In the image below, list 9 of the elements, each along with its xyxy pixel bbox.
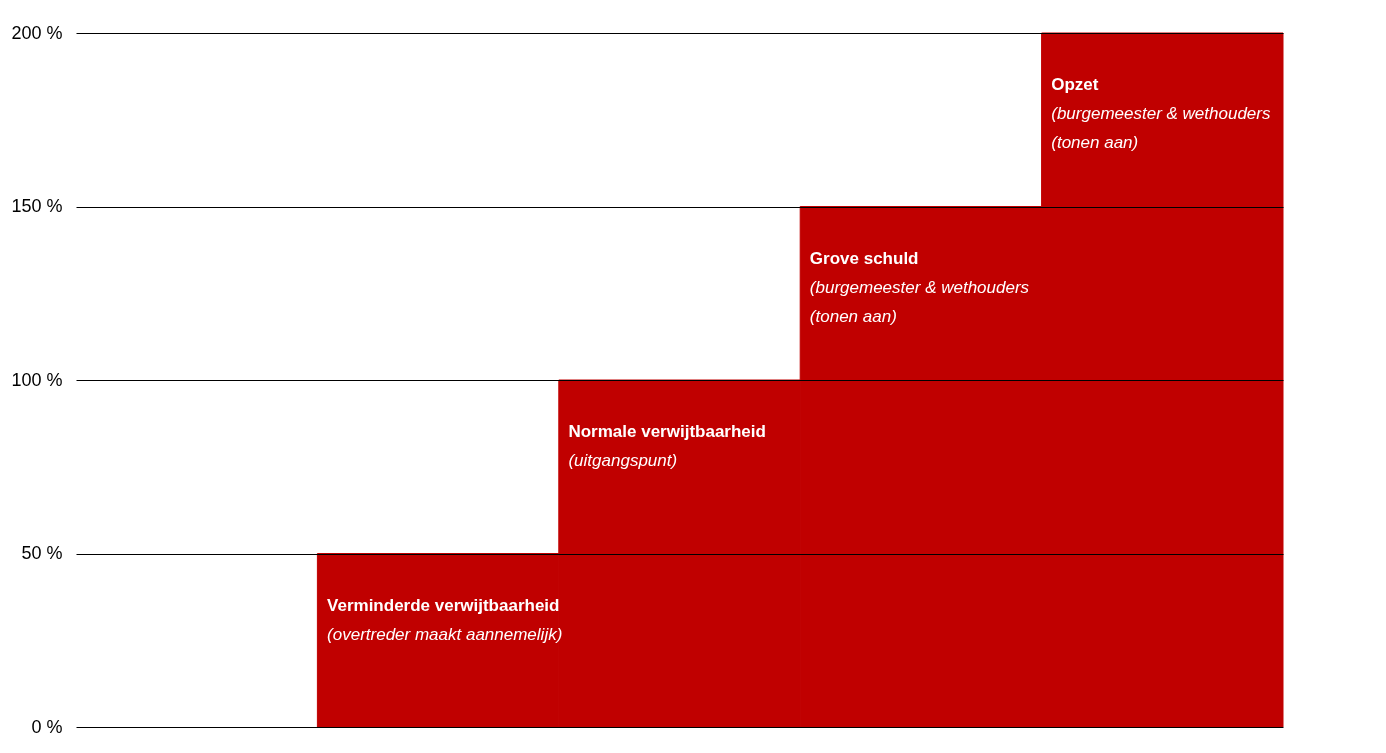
y-tick-label: 0 % [31,716,63,737]
text: Normale verwijtbaarheid (uitgangspunt) [568,422,766,470]
y-tick-label: 50 % [21,543,63,563]
y-tick-label: 100 % [11,369,63,390]
y-tick-label: 150 % [11,196,63,216]
text: Opzet (burgemeester & wethouders (tonen aan) [1051,75,1271,152]
text: Grove schuld (burgemeester & wethouders (tonen aan) [809,248,1030,326]
y-tick-label: 200 % [11,22,63,43]
text: Verminderde verwijtbaarheid (overtreder maakt aannemelijk) [327,595,563,644]
